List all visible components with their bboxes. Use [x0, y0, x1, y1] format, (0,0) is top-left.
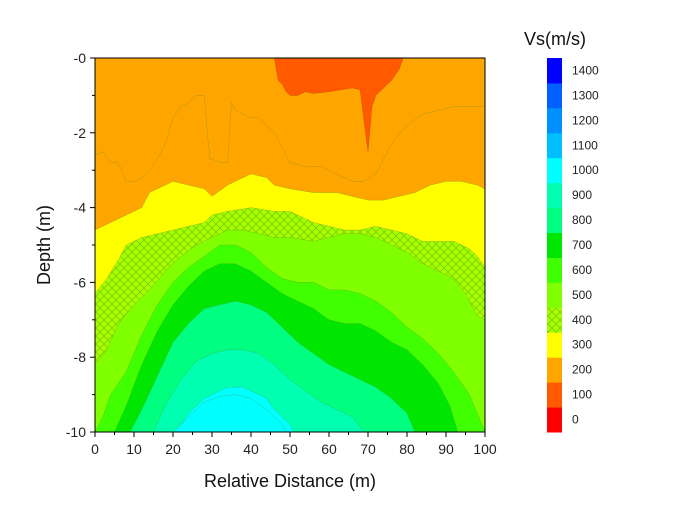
- contour-region-1000-10: [172, 394, 287, 432]
- colorbar-swatch-600: [547, 257, 562, 283]
- y-tick-label: -0: [74, 50, 87, 66]
- colorbar-swatch-1100: [547, 132, 562, 159]
- colorbar-title: Vs(m/s): [524, 29, 586, 49]
- colorbar: 0 100 200 300 400 500 600 700 800 900 1000 1100 1200…: [547, 58, 599, 433]
- x-tick-label: 70: [360, 441, 376, 457]
- colorbar-label: 400: [572, 313, 592, 327]
- colorbar-label: 900: [572, 188, 592, 202]
- x-tick-label: 40: [243, 441, 259, 457]
- y-tick-label: -6: [74, 274, 87, 290]
- x-tick-label: 0: [91, 441, 99, 457]
- x-tick-label: 30: [204, 441, 220, 457]
- colorbar-swatch-1200: [547, 107, 562, 134]
- colorbar-swatch-700: [547, 232, 562, 258]
- colorbar-swatch-1400: [547, 58, 562, 84]
- x-tick-label: 90: [438, 441, 454, 457]
- colorbar-label: 0: [572, 413, 579, 427]
- x-tick-label: 60: [321, 441, 337, 457]
- x-tick-label: 20: [165, 441, 181, 457]
- x-axis-label: Relative Distance (m): [204, 471, 376, 491]
- y-tick-label: -10: [66, 424, 86, 440]
- colorbar-label: 1000: [572, 163, 599, 177]
- x-tick-label: 80: [399, 441, 415, 457]
- colorbar-label: 500: [572, 288, 592, 302]
- colorbar-swatch-0: [547, 407, 562, 433]
- colorbar-swatch-200: [547, 357, 562, 383]
- colorbar-swatch-400: [547, 307, 562, 333]
- colorbar-swatch-100: [547, 382, 562, 408]
- x-axis: 0 10 20 30 40 50 60 70 80 90 100: [91, 432, 497, 457]
- contour-region-100: [274, 58, 404, 152]
- colorbar-label: 1400: [572, 63, 599, 77]
- x-tick-label: 50: [282, 441, 298, 457]
- colorbar-label: 200: [572, 363, 592, 377]
- colorbar-label: 1100: [572, 138, 598, 152]
- colorbar-label: 700: [572, 238, 592, 252]
- y-tick-label: -8: [74, 349, 87, 365]
- colorbar-label: 300: [572, 338, 592, 352]
- colorbar-swatch-900: [547, 182, 562, 209]
- plot-area: [95, 58, 485, 432]
- colorbar-swatch-1300: [547, 82, 562, 109]
- colorbar-swatch-800: [547, 207, 562, 234]
- y-axis-label: Depth (m): [34, 205, 54, 285]
- y-tick-label: -4: [74, 200, 87, 216]
- y-axis: -10 -8 -6 -4 -2 -0: [66, 50, 95, 440]
- colorbar-label: 1200: [572, 113, 599, 127]
- x-tick-label: 10: [126, 441, 142, 457]
- x-tick-label: 100: [473, 441, 497, 457]
- colorbar-swatch-500: [547, 282, 562, 308]
- colorbar-label: 600: [572, 263, 592, 277]
- colorbar-swatch-300: [547, 332, 562, 358]
- colorbar-label: 100: [572, 388, 592, 402]
- y-tick-label: -2: [74, 125, 87, 141]
- colorbar-swatch-1000: [547, 157, 562, 184]
- colorbar-label: 1300: [572, 88, 599, 102]
- colorbar-label: 800: [572, 213, 592, 227]
